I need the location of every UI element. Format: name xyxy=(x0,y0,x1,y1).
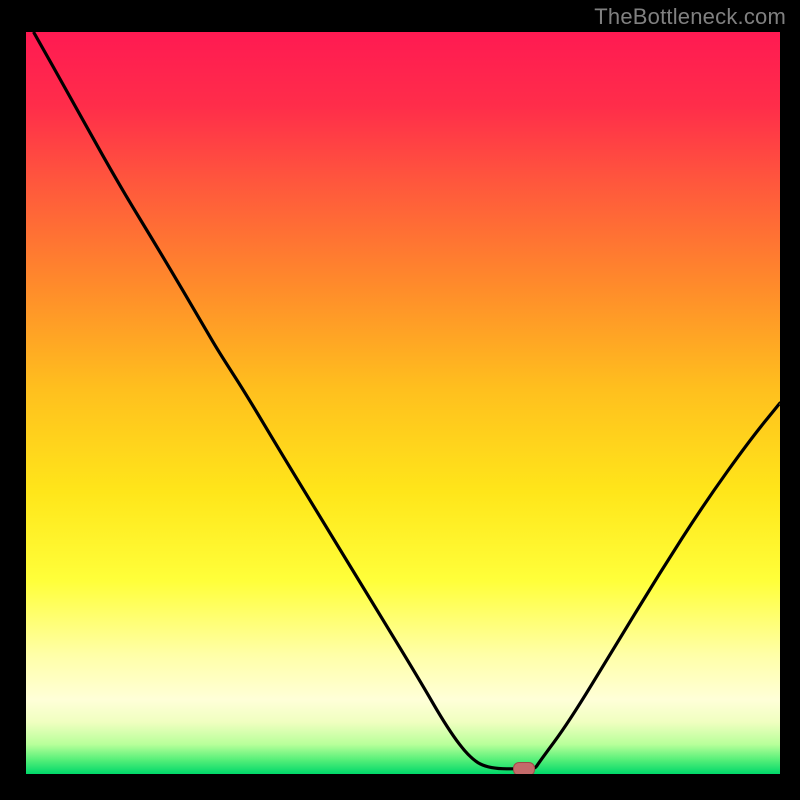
curve-layer xyxy=(26,32,780,774)
watermark-text: TheBottleneck.com xyxy=(594,4,786,30)
bottleneck-curve xyxy=(34,32,780,769)
optimum-marker xyxy=(513,762,535,774)
plot-area xyxy=(26,32,780,774)
